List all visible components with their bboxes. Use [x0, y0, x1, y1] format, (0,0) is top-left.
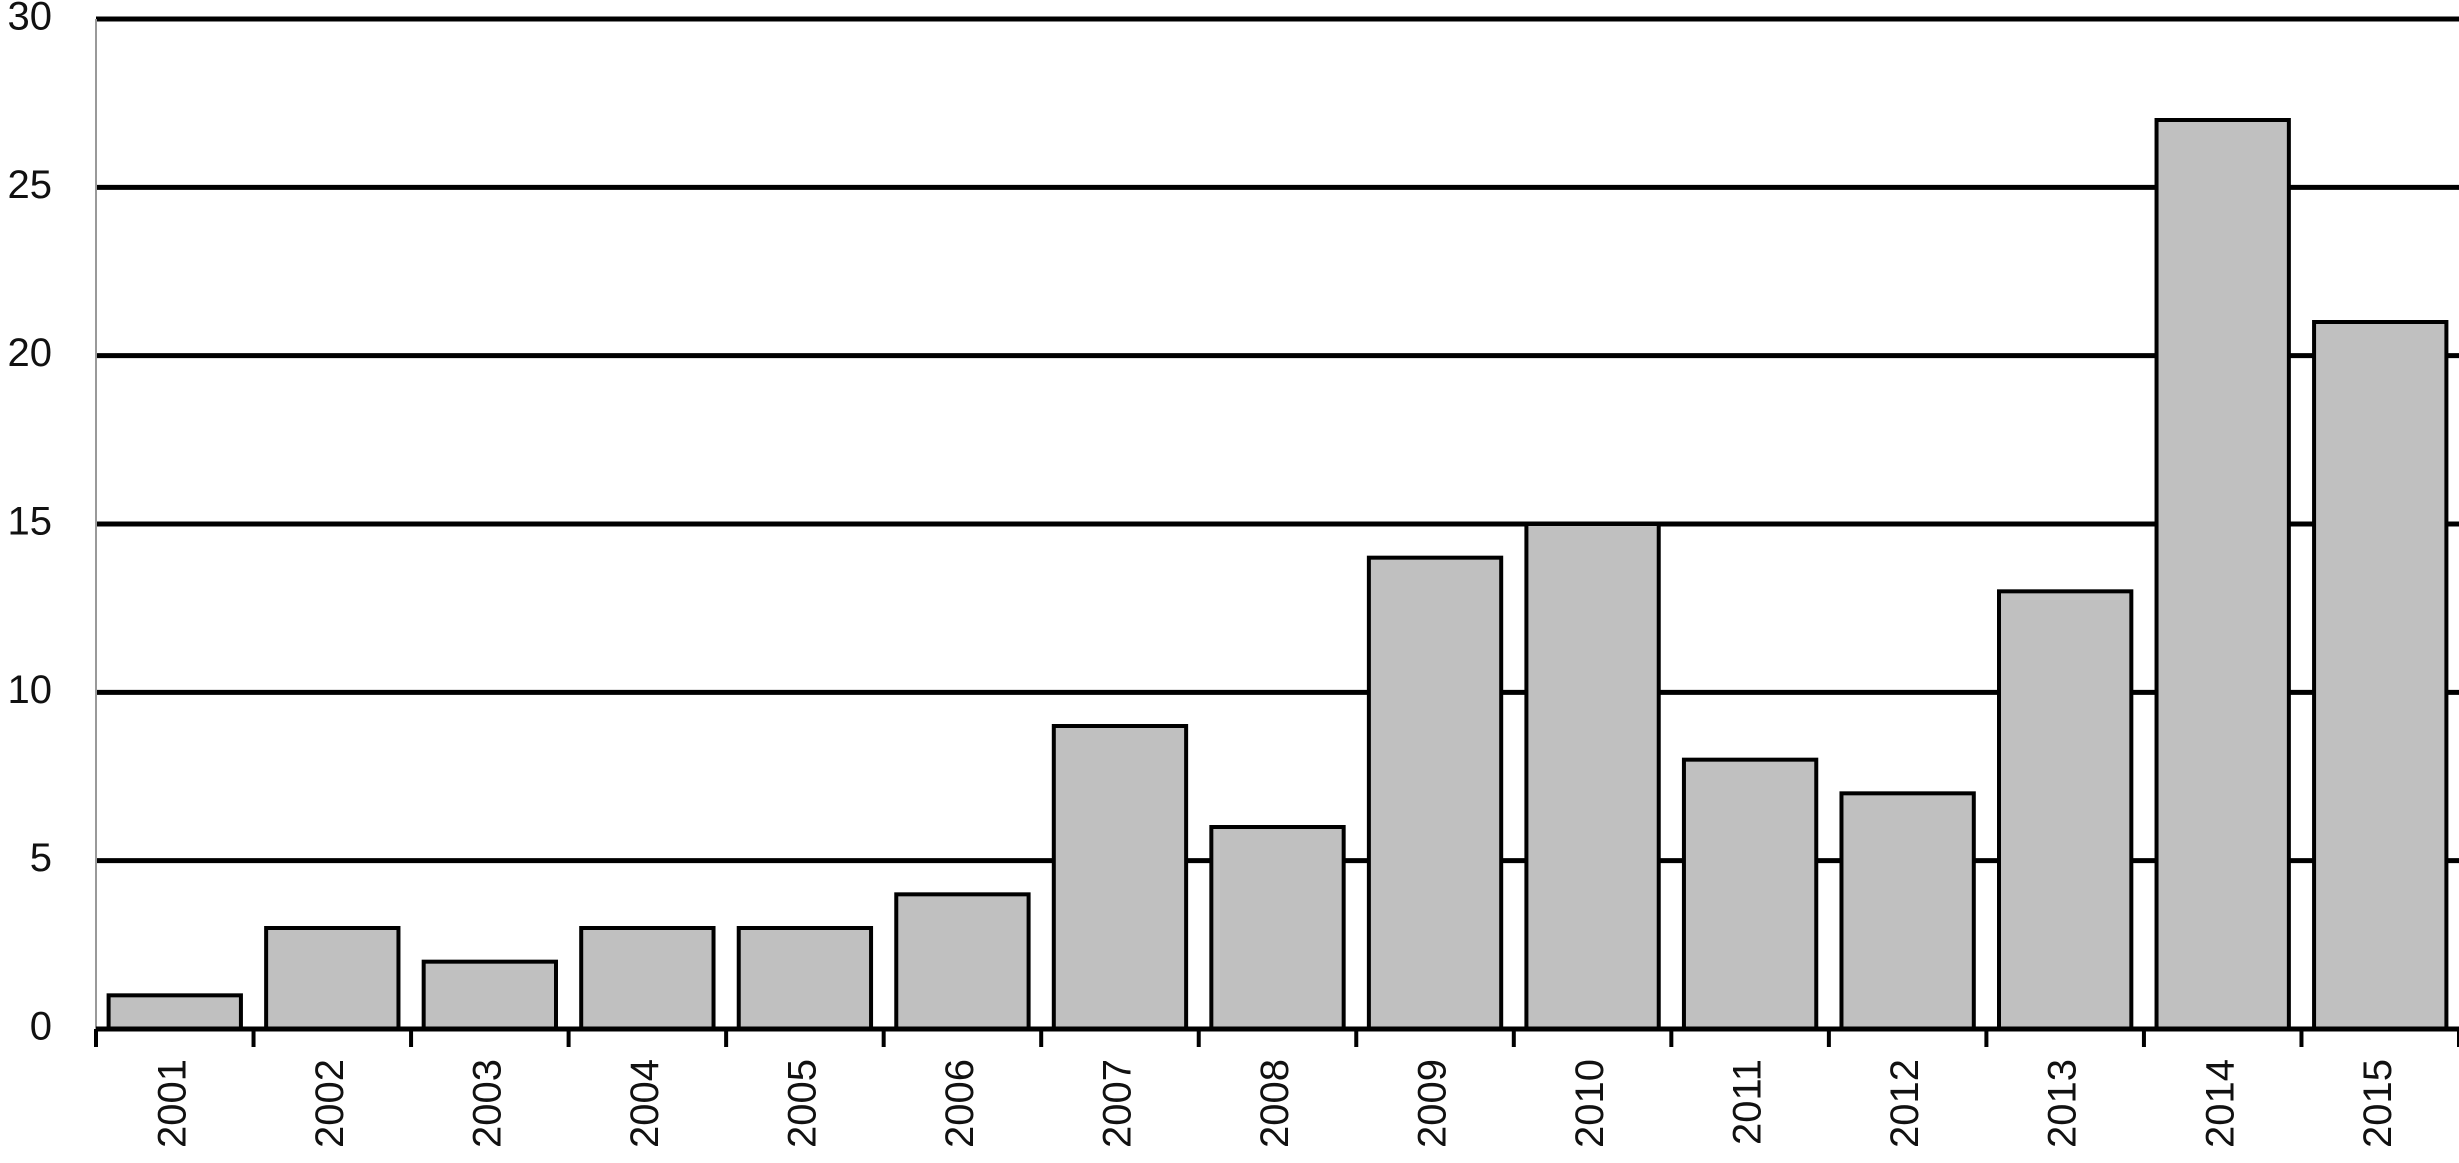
y-tick-label: 5 [30, 836, 52, 880]
y-tick-label: 30 [8, 0, 53, 39]
x-tick-label: 2003 [465, 1059, 509, 1148]
bar [1681, 757, 1819, 1032]
bar [2312, 320, 2449, 1031]
bar [2154, 118, 2291, 1031]
x-tick-label: 2014 [2198, 1059, 2242, 1148]
y-tick-label: 20 [8, 331, 53, 375]
bar [1366, 555, 1504, 1032]
bar [421, 959, 558, 1032]
bar [1997, 589, 2134, 1031]
x-tick-label: 2006 [938, 1059, 982, 1148]
x-tick-label: 2010 [1568, 1059, 1612, 1148]
y-tick-label: 15 [8, 500, 53, 544]
bar [264, 926, 401, 1031]
bar [894, 892, 1031, 1031]
bar [106, 993, 243, 1031]
x-tick-label: 2002 [308, 1059, 352, 1148]
x-tick-label: 2005 [780, 1059, 824, 1148]
bar [1209, 825, 1346, 1031]
bar [1051, 724, 1189, 1031]
bar [1524, 522, 1661, 1031]
y-tick-label: 10 [8, 668, 53, 712]
x-tick-label: 2011 [1726, 1059, 1770, 1145]
bar [1839, 791, 1976, 1031]
x-tick-label: 2008 [1253, 1059, 1297, 1148]
x-tick-label: 2007 [1096, 1059, 1140, 1148]
x-tick-label: 2012 [1883, 1059, 1927, 1148]
x-tick-label: 2015 [2356, 1059, 2400, 1148]
bar [736, 926, 874, 1031]
y-tick-label: 25 [8, 163, 53, 207]
x-tick-label: 2001 [150, 1059, 194, 1148]
x-tick-label: 2009 [1411, 1059, 1455, 1148]
x-tick-label: 2004 [623, 1059, 667, 1148]
bar [579, 926, 716, 1031]
y-tick-label: 0 [30, 1005, 52, 1049]
x-tick-label: 2013 [2041, 1059, 2085, 1148]
